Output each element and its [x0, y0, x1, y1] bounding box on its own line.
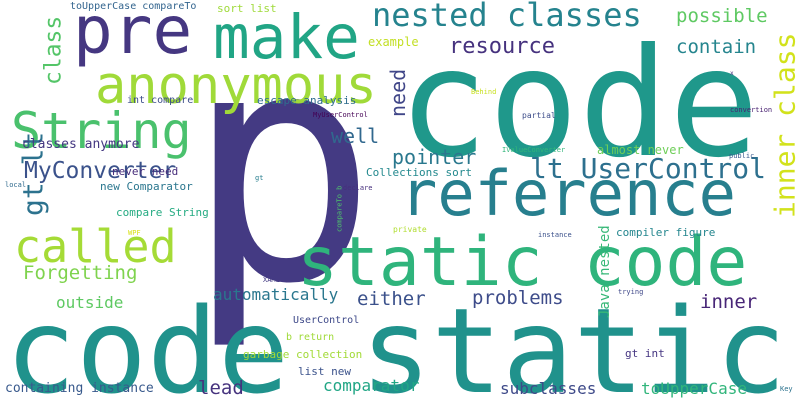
cloud-word-gt: gt: [255, 174, 263, 182]
cloud-word-ivalueconverter: IValueConverter: [502, 146, 565, 154]
cloud-word-new-comparator: new Comparator: [100, 180, 193, 193]
cloud-word-list-new: list new: [298, 365, 351, 378]
cloud-word-x: x: [730, 70, 734, 77]
cloud-word-instance: instance: [538, 231, 572, 239]
cloud-word-resource: resource: [449, 34, 555, 59]
cloud-word-key: Key: [780, 385, 793, 393]
cloud-word-containing-instance: containing instance: [5, 381, 154, 396]
cloud-word-pointer: pointer: [392, 145, 476, 169]
cloud-word-nested-classes: nested classes: [372, 0, 642, 34]
cloud-word-gt-int: gt int: [625, 347, 665, 360]
cloud-word-touppercase-compareto: toUpperCase compareTo: [70, 1, 196, 12]
cloud-word-private: private: [393, 225, 427, 234]
cloud-word-reference: reference: [400, 157, 736, 230]
cloud-word-code-static: code static: [5, 282, 786, 400]
cloud-word-escape-analysis: escape analysis: [257, 94, 356, 107]
cloud-word-never-need: never need: [112, 165, 178, 178]
cloud-word-touppercase: toUpperCase: [641, 379, 747, 398]
cloud-word-either: either: [357, 288, 426, 310]
cloud-word-lead: lead: [198, 377, 244, 399]
cloud-word-static-code: static code: [297, 223, 747, 302]
cloud-word-trying: trying: [618, 288, 643, 296]
cloud-word-partial: partial: [522, 111, 556, 120]
cloud-word-compiler-figure: compiler figure: [616, 226, 715, 239]
cloud-word-code: code: [398, 17, 759, 191]
cloud-word-called: called: [14, 220, 177, 273]
cloud-word-pre: pre: [73, 0, 192, 69]
cloud-word-subclasses: subclasses: [500, 379, 596, 398]
cloud-word-inner: inner: [700, 291, 757, 313]
cloud-word-java-nested: Java nested: [597, 225, 613, 318]
cloud-word-myconverter: MyConverter: [24, 158, 176, 184]
cloud-word-sort-list: sort list: [217, 2, 277, 15]
cloud-word-local: local: [5, 181, 26, 189]
cloud-word-possible: possible: [676, 5, 768, 27]
cloud-word-comparator: comparator: [323, 376, 420, 395]
cloud-word-string: String: [11, 102, 192, 160]
cloud-word-compare-string: compare String: [116, 206, 209, 219]
cloud-word-problems: problems: [472, 287, 564, 309]
cloud-word-anonymous: anonymous: [95, 56, 377, 116]
cloud-word-garbage-collection: garbage collection: [243, 348, 362, 361]
cloud-word-classes-anymore: classes anymore: [22, 137, 140, 152]
cloud-word-contain: contain: [676, 36, 756, 58]
cloud-word-forgetting: Forgetting: [23, 262, 137, 284]
cloud-word-well: well: [331, 124, 379, 148]
cloud-word-int-compare: int compare: [127, 95, 193, 106]
cloud-word-myusercontrol: MyUserControl: [313, 111, 368, 119]
cloud-word-automatically: automatically: [213, 285, 339, 304]
cloud-word-outside: outside: [56, 293, 123, 312]
cloud-word-almost-never: almost never: [597, 143, 684, 157]
cloud-word-behind: Behind: [471, 88, 496, 96]
cloud-word-collections-sort: Collections sort: [366, 166, 472, 179]
cloud-word-lt-usercontrol: lt UserControl: [530, 152, 766, 185]
cloud-word-p: p: [185, 0, 378, 354]
cloud-word-class: class: [40, 16, 66, 85]
cloud-word-example: example: [368, 35, 419, 49]
cloud-word-xaml: XAML: [263, 276, 280, 284]
cloud-word-compareto-b: compareTo b: [336, 186, 344, 232]
cloud-word-make: make: [213, 2, 360, 73]
cloud-word-inner-class: inner class: [768, 33, 800, 218]
cloud-word-usercontrol: UserControl: [293, 315, 359, 326]
cloud-word-declare: declare: [343, 184, 373, 192]
cloud-word-gt-lt: gt lt: [16, 132, 49, 216]
cloud-word-public: public: [729, 152, 754, 160]
cloud-word-b-return: b return: [286, 332, 334, 343]
cloud-word-need: need: [386, 69, 410, 117]
cloud-word-wpf: WPF: [128, 229, 141, 237]
cloud-word-convertion: convertion: [730, 106, 772, 114]
